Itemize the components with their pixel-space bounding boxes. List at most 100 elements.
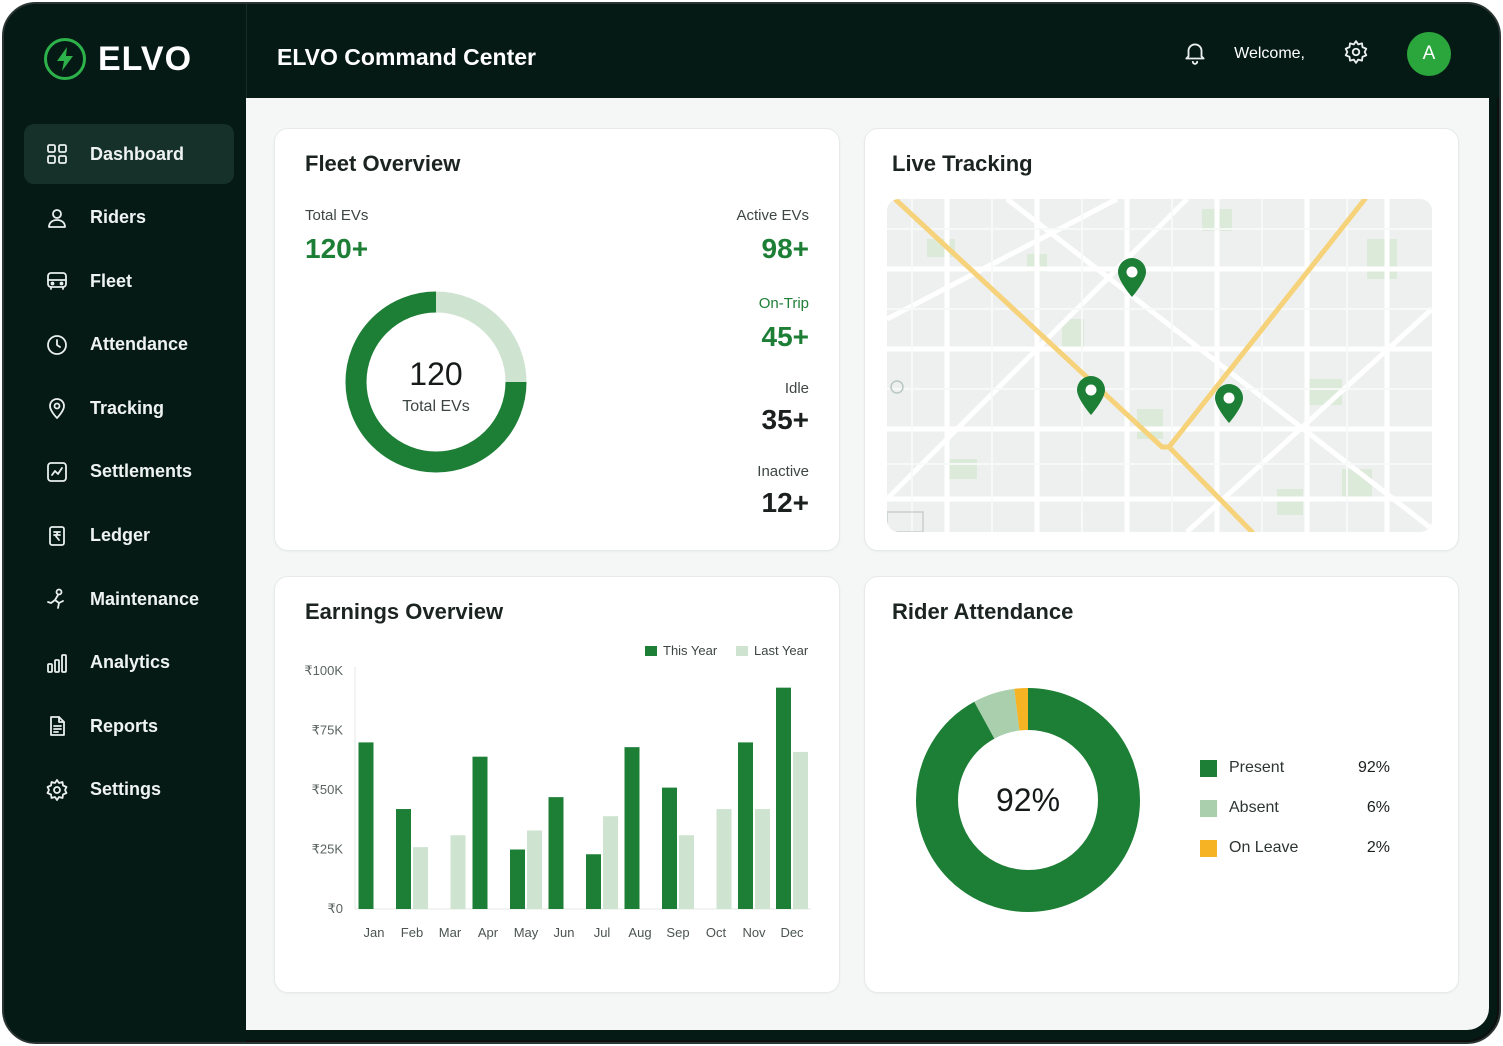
- sidebar-item-label: Analytics: [90, 652, 171, 673]
- bar-this-year: [358, 742, 374, 909]
- donut-slice-on-leave: [916, 688, 1140, 912]
- attendance-label: Present: [1229, 759, 1285, 776]
- attendance-row-on-leave: On Leave 2%: [1200, 839, 1390, 857]
- sidebar-item-reports[interactable]: Reports: [24, 696, 234, 756]
- grid-icon: [44, 141, 70, 167]
- x-tick-label: Mar: [439, 925, 462, 940]
- sidebar-item-label: Dashboard: [90, 143, 185, 164]
- fleet-overview-card: Fleet Overview Total EVs 120+ 120 Total …: [274, 128, 840, 551]
- x-tick-label: Jan: [364, 925, 385, 940]
- bar-last-year: [527, 830, 542, 909]
- on-trip-value: 45+: [761, 321, 810, 352]
- y-tick-label: ₹100K: [304, 663, 343, 678]
- bar-last-year: [413, 847, 428, 909]
- rider-attendance-card: Rider Attendance 92% Present 92% Absent …: [864, 576, 1459, 993]
- map-pin-icon[interactable]: [1116, 257, 1148, 299]
- sidebar-item-label: Maintenance: [90, 588, 200, 609]
- bar-this-year: [586, 854, 601, 909]
- brand[interactable]: ELVO: [44, 38, 192, 80]
- bar-last-year: [679, 835, 694, 909]
- attendance-value: 92%: [1357, 759, 1390, 776]
- bell-icon[interactable]: [1182, 39, 1208, 70]
- active-evs-value: 98+: [761, 233, 810, 264]
- earnings-bar-chart: ₹0 ₹25K ₹50K ₹75K ₹100K Jan Feb Mar Apr May Jun Jul…: [304, 663, 811, 940]
- x-tick-label: Jun: [554, 925, 575, 940]
- card-title: Rider Attendance: [892, 599, 1074, 624]
- chart-card-icon: [44, 459, 70, 485]
- on-trip-label: On-Trip: [758, 295, 809, 312]
- sidebar-item-riders[interactable]: Riders: [24, 188, 234, 248]
- attendance-label: Absent: [1229, 799, 1279, 816]
- bar-this-year: [510, 849, 525, 909]
- sidebar-item-label: Fleet: [90, 270, 133, 291]
- bar-this-year: [396, 809, 411, 909]
- page-title: ELVO Command Center: [277, 44, 536, 70]
- main-content: Fleet Overview Total EVs 120+ 120 Total …: [246, 98, 1489, 1030]
- sidebar-item-label: Settlements: [90, 461, 193, 482]
- gear-icon[interactable]: [1343, 39, 1369, 70]
- x-tick-label: Jul: [594, 925, 611, 940]
- sidebar-item-settlements[interactable]: Settlements: [24, 442, 234, 502]
- attendance-value: 2%: [1366, 839, 1390, 856]
- wrench-icon: [44, 586, 70, 612]
- bar-last-year: [793, 751, 808, 909]
- sidebar-item-fleet[interactable]: Fleet: [24, 251, 234, 311]
- welcome-text: Welcome,: [1234, 45, 1305, 62]
- y-tick-label: ₹25K: [312, 842, 344, 857]
- donut-center-value: 92%: [996, 782, 1060, 818]
- x-tick-label: Dec: [780, 925, 804, 940]
- fleet-donut-chart: 120 Total EVs: [345, 291, 527, 473]
- rupee-document-icon: [44, 523, 70, 549]
- total-evs-value: 120+: [305, 233, 369, 264]
- map-canvas: [887, 199, 1432, 532]
- inactive-value: 12+: [761, 487, 810, 518]
- x-tick-label: Nov: [742, 925, 766, 940]
- y-tick-label: ₹50K: [312, 782, 344, 797]
- tracking-map[interactable]: [887, 199, 1432, 532]
- card-title: Live Tracking: [892, 151, 1033, 176]
- legend-label: Last Year: [754, 643, 809, 658]
- legend-swatch: [645, 645, 657, 656]
- idle-value: 35+: [761, 404, 810, 435]
- gear-icon: [44, 777, 70, 803]
- attendance-row-present: Present 92%: [1200, 759, 1390, 777]
- sidebar-item-ledger[interactable]: Ledger: [24, 506, 234, 566]
- user-icon: [44, 205, 70, 231]
- x-tick-label: Oct: [706, 925, 727, 940]
- donut-center-label: Total EVs: [402, 398, 470, 415]
- donut-active-arc: [345, 291, 527, 473]
- legend-swatch: [1200, 759, 1217, 777]
- sidebar-item-analytics[interactable]: Analytics: [24, 633, 234, 693]
- sidebar-item-label: Riders: [90, 207, 147, 228]
- sidebar-item-dashboard[interactable]: Dashboard: [24, 124, 234, 184]
- sidebar-item-tracking[interactable]: Tracking: [24, 378, 234, 438]
- bar-last-year: [450, 835, 466, 909]
- card-title: Earnings Overview: [305, 599, 504, 624]
- sidebar-item-attendance[interactable]: Attendance: [24, 315, 234, 375]
- active-evs-label: Active EVs: [736, 207, 809, 224]
- header-actions: Welcome, A: [1182, 32, 1451, 76]
- map-pin-icon[interactable]: [1213, 383, 1245, 425]
- bar-this-year: [548, 797, 564, 909]
- bar-last-year: [603, 816, 618, 909]
- legend-label: This Year: [663, 643, 718, 658]
- donut-center-value: 120: [409, 356, 462, 392]
- avatar[interactable]: A: [1407, 32, 1451, 76]
- location-pin-icon: [44, 395, 70, 421]
- legend-swatch: [1200, 839, 1217, 857]
- map-pin-icon[interactable]: [1075, 375, 1107, 417]
- sidebar-item-label: Tracking: [90, 397, 165, 418]
- attendance-label: On Leave: [1229, 839, 1299, 856]
- legend-swatch: [736, 645, 748, 656]
- x-tick-label: Sep: [666, 925, 689, 940]
- sidebar-item-label: Ledger: [90, 525, 151, 546]
- attendance-donut-chart: 92%: [916, 688, 1140, 912]
- legend-this-year: This Year: [645, 643, 717, 658]
- x-tick-label: Aug: [628, 925, 651, 940]
- inactive-label: Inactive: [757, 463, 809, 480]
- sidebar-item-maintenance[interactable]: Maintenance: [24, 569, 234, 629]
- sidebar-item-settings[interactable]: Settings: [24, 760, 234, 820]
- x-tick-label: Apr: [478, 925, 499, 940]
- sidebar-item-label: Settings: [90, 779, 162, 800]
